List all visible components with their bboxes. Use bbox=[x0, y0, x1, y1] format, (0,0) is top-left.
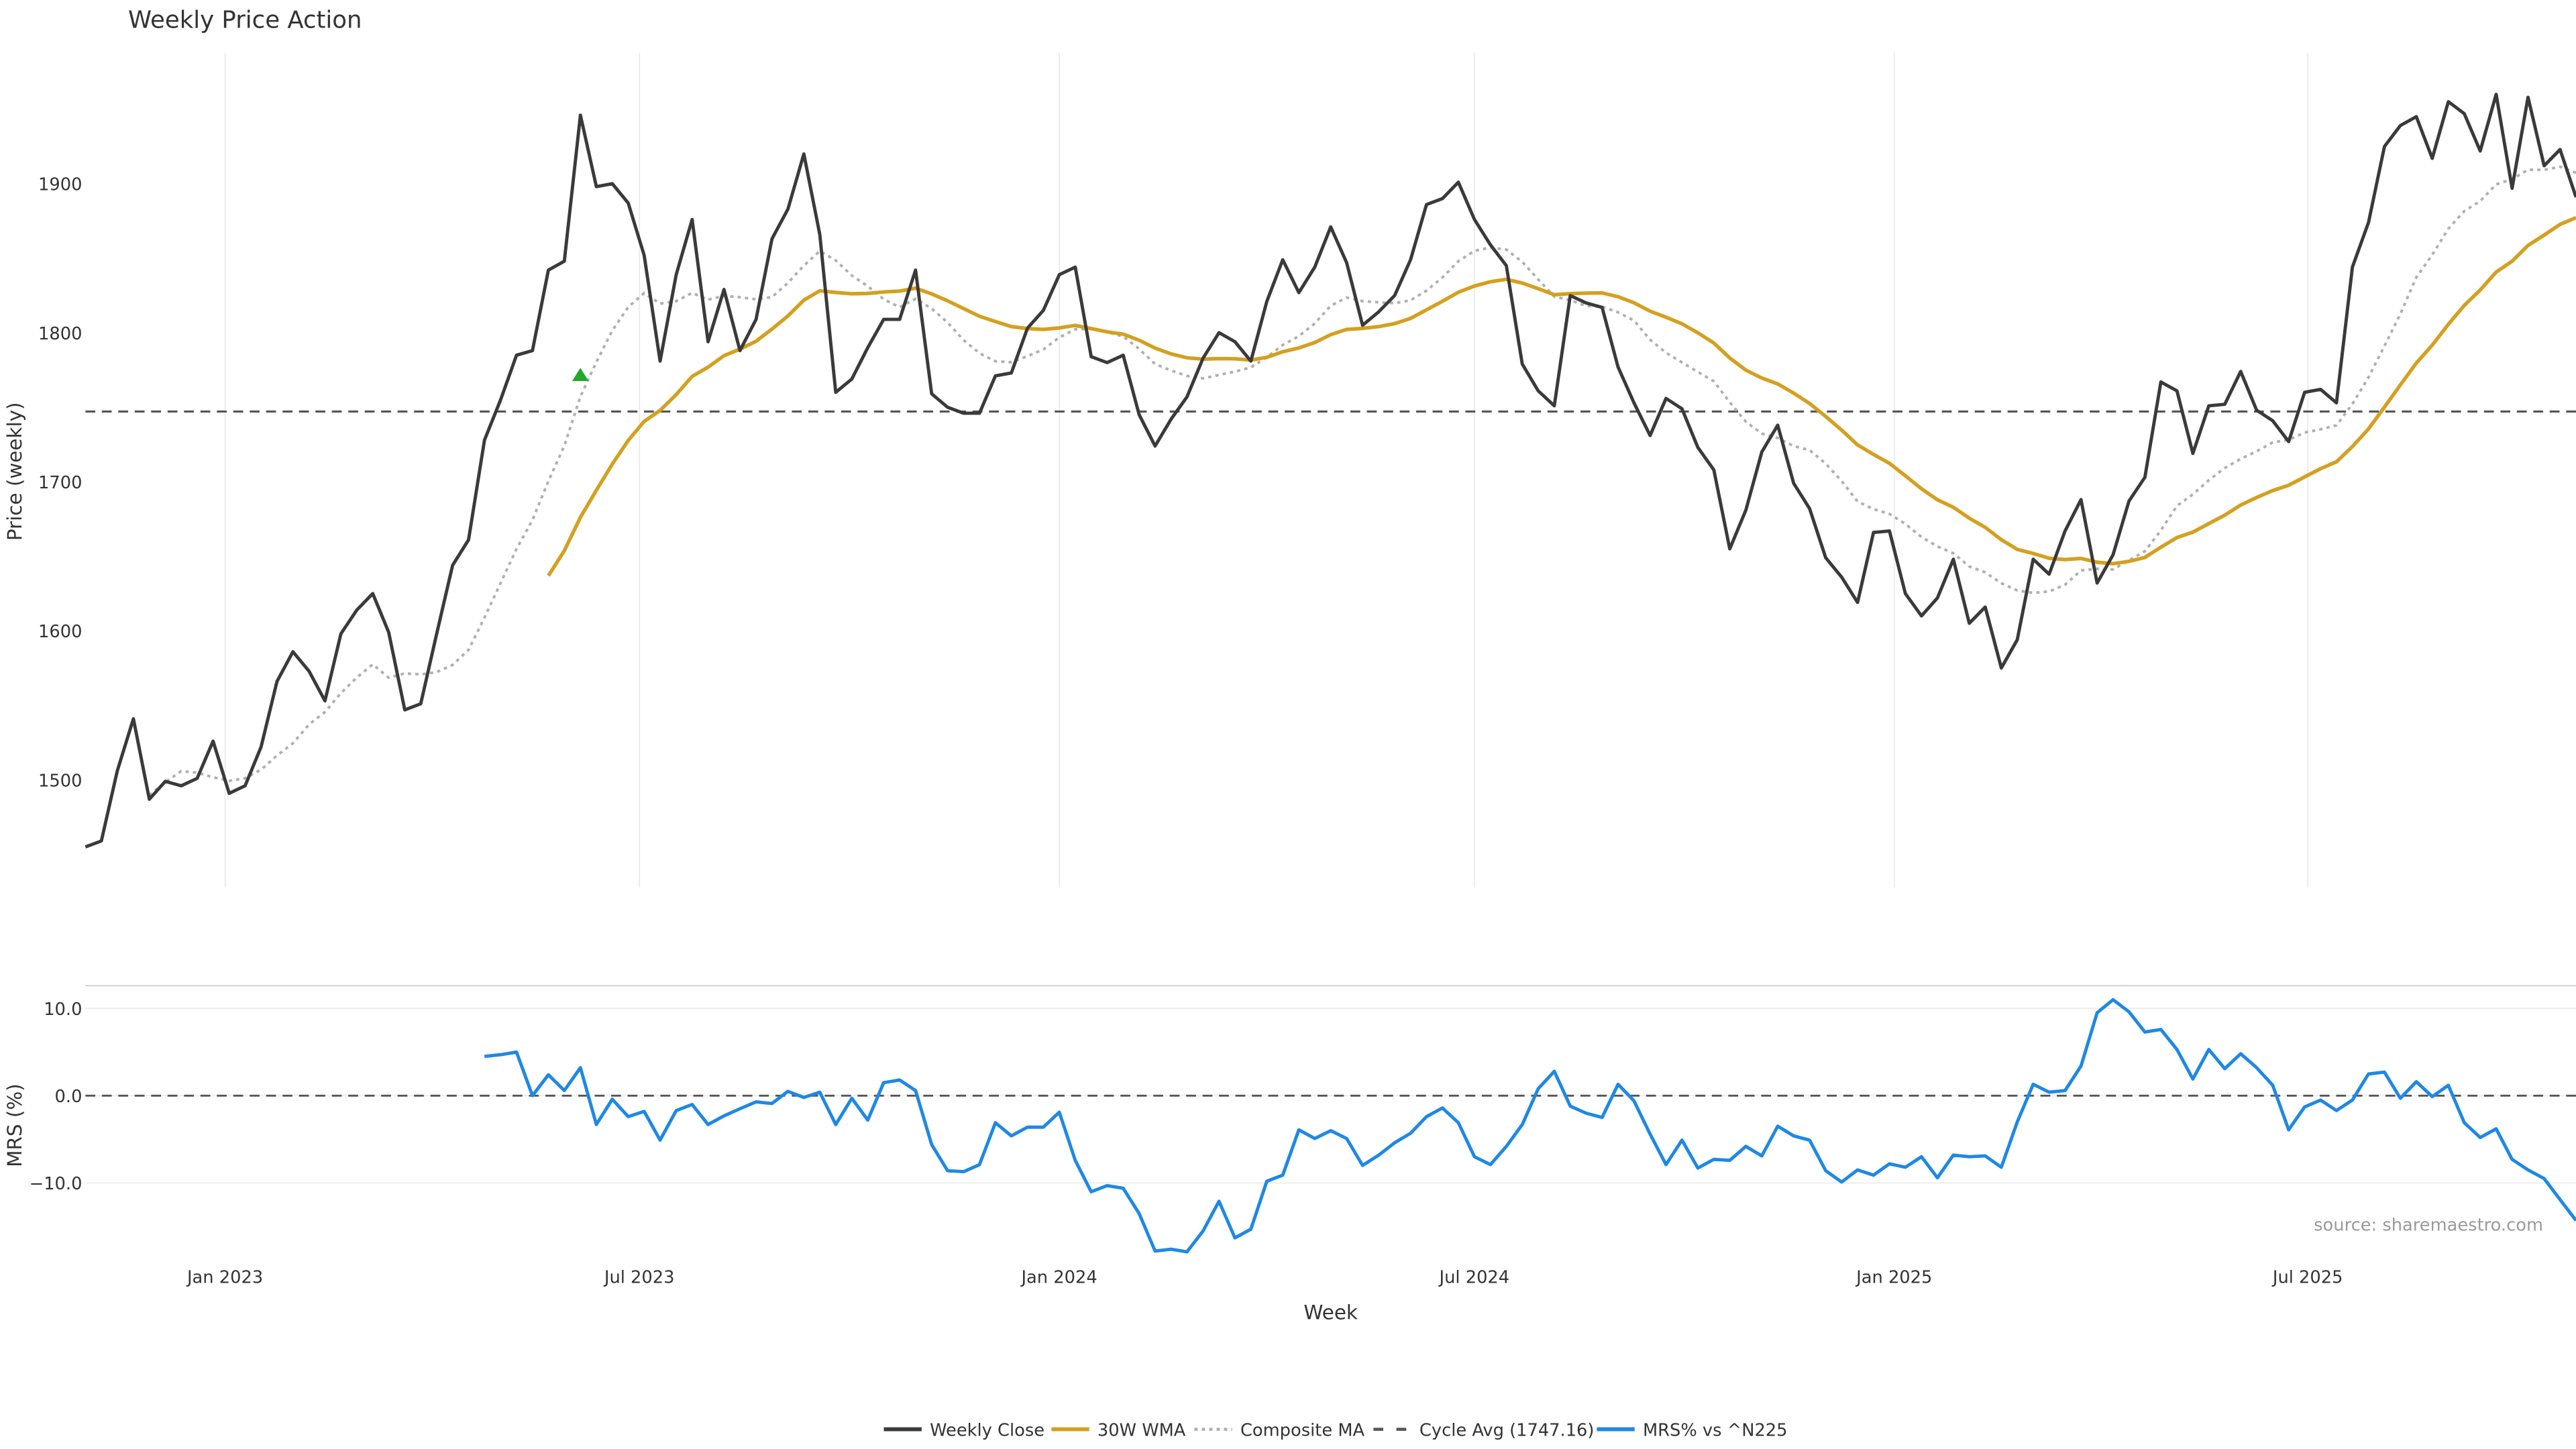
x-tick-label: Jul 2025 bbox=[2271, 1268, 2343, 1288]
mrs-y-axis-label: MRS (%) bbox=[3, 1083, 26, 1167]
price-y-tick-label: 1800 bbox=[38, 324, 82, 344]
legend-label: Composite MA bbox=[1240, 1420, 1365, 1440]
buy-signal-triangle-marker bbox=[572, 368, 589, 382]
gridlines bbox=[85, 52, 2576, 1184]
source-note: source: sharemaestro.com bbox=[2314, 1215, 2543, 1235]
x-axis-label: Week bbox=[1303, 1301, 1357, 1324]
mrs-panel: 10.0 0.0 −10.0 bbox=[30, 985, 2576, 1254]
x-tick-label: Jan 2023 bbox=[186, 1268, 263, 1288]
legend-label: MRS% vs ^N225 bbox=[1643, 1420, 1788, 1440]
legend-label: Cycle Avg (1747.16) bbox=[1419, 1420, 1595, 1440]
x-tick-label: Jan 2024 bbox=[1020, 1268, 1097, 1288]
legend-label: Weekly Close bbox=[930, 1420, 1044, 1440]
legend-label: 30W WMA bbox=[1097, 1420, 1186, 1440]
x-axis: Jan 2023 Jul 2023 Jan 2024 Jul 2024 Jan 2025… bbox=[186, 1268, 2343, 1288]
mrs-line bbox=[484, 998, 2576, 1254]
weekly-close-line bbox=[85, 93, 2576, 849]
x-tick-label: Jan 2025 bbox=[1855, 1268, 1932, 1288]
price-y-tick-label: 1700 bbox=[38, 473, 82, 493]
wma-30w-line bbox=[547, 216, 2576, 577]
price-y-tick-label: 1900 bbox=[38, 175, 82, 195]
mrs-y-tick-label: 0.0 bbox=[55, 1087, 83, 1107]
chart-title: Weekly Price Action bbox=[128, 7, 362, 34]
mrs-y-tick-label: −10.0 bbox=[30, 1174, 83, 1194]
price-y-tick-label: 1600 bbox=[38, 622, 82, 642]
price-y-axis-label: Price (weekly) bbox=[3, 402, 26, 541]
x-tick-label: Jul 2023 bbox=[603, 1268, 675, 1288]
legend: Weekly Close 30W WMA Composite MA Cycle Avg… bbox=[883, 1420, 1788, 1440]
price-panel: 1500 1600 1700 1800 1900 bbox=[38, 93, 2576, 849]
x-tick-label: Jul 2024 bbox=[1438, 1268, 1510, 1288]
mrs-y-tick-label: 10.0 bbox=[44, 1000, 82, 1020]
composite-ma-line bbox=[148, 165, 2576, 797]
price-y-tick-label: 1500 bbox=[38, 771, 82, 791]
